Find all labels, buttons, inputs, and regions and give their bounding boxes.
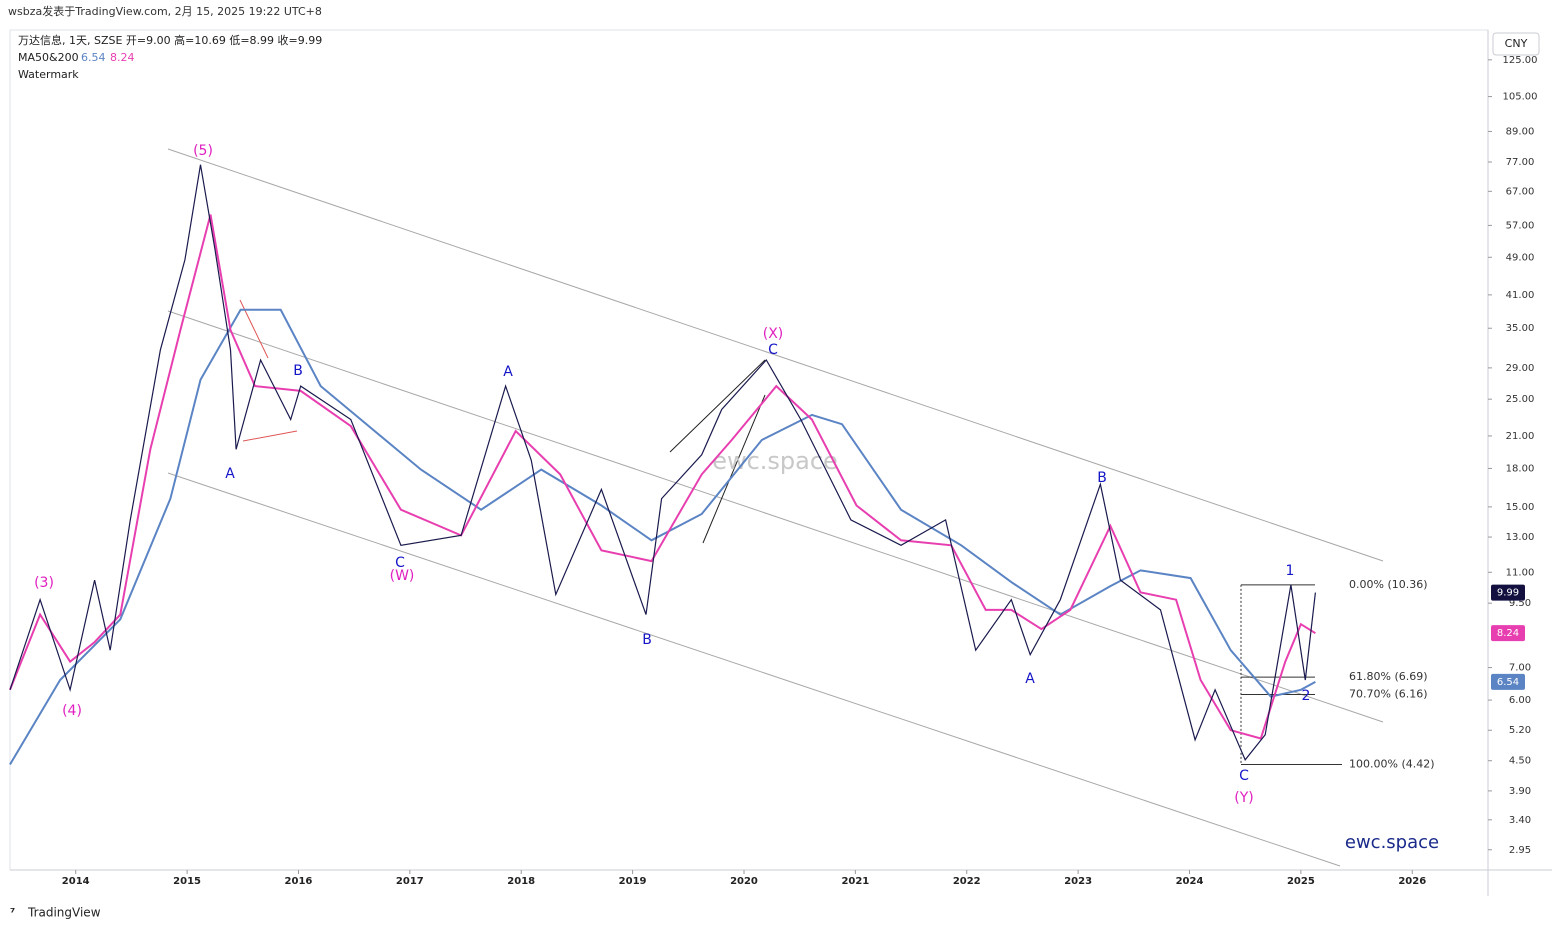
ma-line [9,308,1316,766]
fib-label: 100.00% (4.42) [1349,758,1435,771]
y-tick-label: 49.00 [1506,252,1535,263]
channel-line [167,310,1384,723]
indicator-label: MA50&200 [18,51,79,64]
x-tick-label: 2026 [1398,876,1426,887]
fib-label: 61.80% (6.69) [1349,670,1428,683]
wave-label: B [1097,470,1107,486]
fib-label: 70.70% (6.16) [1349,688,1428,701]
wedge-line [702,394,766,544]
x-tick-label: 2020 [730,876,758,887]
y-tick-label: 29.00 [1506,363,1535,374]
price-tag-label: 8.24 [1497,628,1519,639]
wave-label: C [1239,768,1249,784]
price-tag [1491,584,1525,601]
wave-label: B [642,632,652,648]
y-tick-label: 77.00 [1506,157,1535,168]
price-line [9,164,1316,761]
y-tick-label: 15.00 [1506,502,1535,513]
y-tick-label: 3.90 [1509,786,1531,797]
source-line: wsbza发表于TradingView.com, 2月 15, 2025 19:… [8,4,322,18]
y-tick-label: 6.00 [1509,695,1531,706]
y-tick-label: 89.00 [1506,126,1535,137]
y-tick-label: 105.00 [1503,92,1538,103]
y-tick-label: 4.50 [1509,756,1531,767]
footer-logo: ⁷ [10,906,15,920]
y-tick-label: 67.00 [1506,186,1535,197]
price-tag [1491,673,1525,690]
y-tick-label: 18.00 [1506,463,1535,474]
wave-label: (4) [62,703,82,719]
wedge-lines [669,359,766,544]
y-tick-label: 11.00 [1506,567,1535,578]
x-tick-label: 2021 [841,876,869,887]
wave-label: (5) [193,143,213,159]
x-tick-label: 2022 [953,876,981,887]
x-tick-label: 2015 [173,876,201,887]
y-tick-label: 5.20 [1509,725,1531,736]
wave-label: 1 [1286,563,1295,579]
wave-label: 2 [1302,688,1311,704]
x-tick-label: 2016 [285,876,313,887]
currency-box[interactable] [1492,32,1540,56]
triangle-line [242,430,298,442]
x-tick-label: 2014 [62,876,90,887]
y-tick-label: 13.00 [1506,532,1535,543]
x-tick-label: 2024 [1176,876,1204,887]
currency[interactable]: CNY [1505,37,1528,50]
y-tick-label: 25.00 [1506,394,1535,405]
y-tick-label: 2.95 [1509,845,1531,856]
channel-line [167,148,1384,562]
price-tag [1491,625,1525,642]
y-tick-label: 57.00 [1506,220,1535,231]
wave-label: (W) [390,568,415,584]
y-tick-label: 125.00 [1503,55,1538,66]
watermark: ewc.space [712,447,838,475]
price-tag-label: 6.54 [1497,677,1519,688]
wave-label: (Y) [1234,790,1253,806]
legend-value: 6.54 [81,51,106,64]
watermark: ewc.space [1345,832,1439,853]
wave-label: C [768,342,778,358]
fib-label: 0.00% (10.36) [1349,578,1428,591]
y-tick-label: 3.40 [1509,815,1531,826]
y-tick-label: 35.00 [1506,323,1535,334]
wave-label: (X) [763,326,784,342]
legend-value: 8.24 [110,51,135,64]
x-tick-label: 2019 [619,876,647,887]
wave-label: (3) [34,575,54,591]
y-tick-label: 7.00 [1509,663,1531,674]
x-tick-label: 2017 [396,876,424,887]
wave-label: A [503,364,513,380]
x-tick-label: 2023 [1064,876,1092,887]
symbol-line: 万达信息, 1天, SZSE 开=9.00 高=10.69 低=8.99 收=9… [18,33,322,47]
channel-lines [167,148,1384,867]
y-tick-label: 41.00 [1506,290,1535,301]
channel-line [167,472,1341,867]
ma-line [9,214,1316,740]
watermark-label: Watermark [18,68,79,81]
wedge-line [669,359,766,453]
y-tick-label: 9.50 [1509,598,1531,609]
price-tag-label: 9.99 [1497,588,1519,599]
wave-label: A [225,466,235,482]
y-tick-label: 21.00 [1506,431,1535,442]
wave-label: C [395,555,405,571]
wave-label: B [293,363,303,379]
wave-label: A [1025,671,1035,687]
footer-brand: TradingView [27,906,101,920]
x-tick-label: 2018 [507,876,535,887]
x-tick-label: 2025 [1287,876,1315,887]
